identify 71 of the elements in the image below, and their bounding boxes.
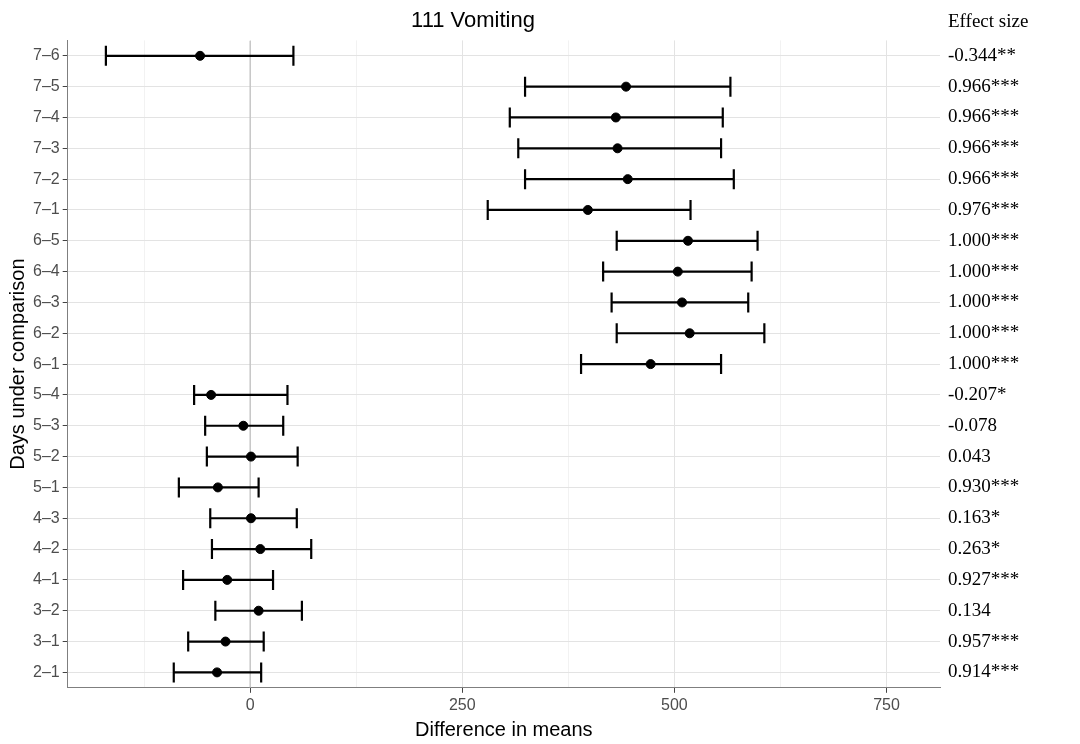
text: 0.163* [948,506,1001,528]
point [195,50,206,61]
text: 0.927*** [948,567,1020,589]
y-tick-label: 5–3 [32,416,60,434]
point [610,112,621,123]
x-tick-label: 500 [661,695,688,713]
y-tick-label: 6–4 [32,262,60,280]
y-tick-label: 7–1 [32,200,60,218]
point [245,451,256,462]
point [245,513,256,524]
text: 1.000*** [948,321,1020,343]
y-tick-label: 4–3 [32,508,60,526]
point [238,420,249,431]
point [645,359,656,370]
text: 0.976*** [948,197,1020,219]
text: -0.344** [948,43,1017,65]
chart-title: 111 Vomiting [411,7,535,33]
y-tick-label: 3–1 [32,631,60,649]
y-tick-label: 6–2 [32,323,60,341]
y-tick-label: 2–1 [32,662,60,680]
point [212,482,223,493]
text: 1.000*** [948,290,1020,312]
y-tick-label: 7–4 [32,107,60,125]
y-tick-label: 6–5 [32,231,60,249]
text: 0.914*** [948,660,1020,682]
y-axis-title: Days under comparison [5,258,28,470]
text: 0.966*** [948,105,1020,127]
point [582,204,593,215]
y-tick-label: 7–5 [32,77,60,95]
y-tick-label: 4–2 [32,539,60,557]
y-tick-label: 6–1 [32,354,60,372]
x-axis-title: Difference in means [415,717,593,740]
point [621,81,632,92]
y-tick-label: 7–3 [32,138,60,156]
y-tick-label: 5–2 [32,446,60,464]
point [622,174,633,185]
point [222,574,233,585]
text: 0.263* [948,537,1001,559]
text: 0.043 [948,444,991,466]
text: 0.957*** [948,629,1020,651]
text: 0.966*** [948,167,1020,189]
point [684,328,695,339]
text: Effect size [948,10,1029,32]
text: 0.966*** [948,136,1020,158]
text: -0.078 [948,413,998,435]
point [206,389,217,400]
text: 1.000*** [948,352,1020,374]
y-tick-label: 3–2 [32,601,60,619]
point [612,143,623,154]
point [253,605,264,616]
text: -0.207* [948,382,1007,404]
text: 1.000*** [948,228,1020,250]
text: 1.000*** [948,259,1020,281]
y-tick-label: 7–6 [32,46,60,64]
point [220,636,231,647]
point [672,266,683,277]
point [255,544,266,555]
y-tick-label: 5–1 [32,477,60,495]
y-tick-label: 5–4 [32,385,60,403]
y-tick-label: 7–2 [32,169,60,187]
x-tick-label: 0 [245,695,255,713]
y-tick-label: 6–3 [32,292,60,310]
y-tick-label: 4–1 [32,570,60,588]
text: 0.966*** [948,74,1020,96]
point [677,297,688,308]
text: 0.930*** [948,475,1020,497]
point [682,235,693,246]
point [212,667,223,678]
text: 0.134 [948,598,992,620]
x-tick-label: 250 [448,695,476,713]
x-tick-label: 750 [873,695,900,713]
